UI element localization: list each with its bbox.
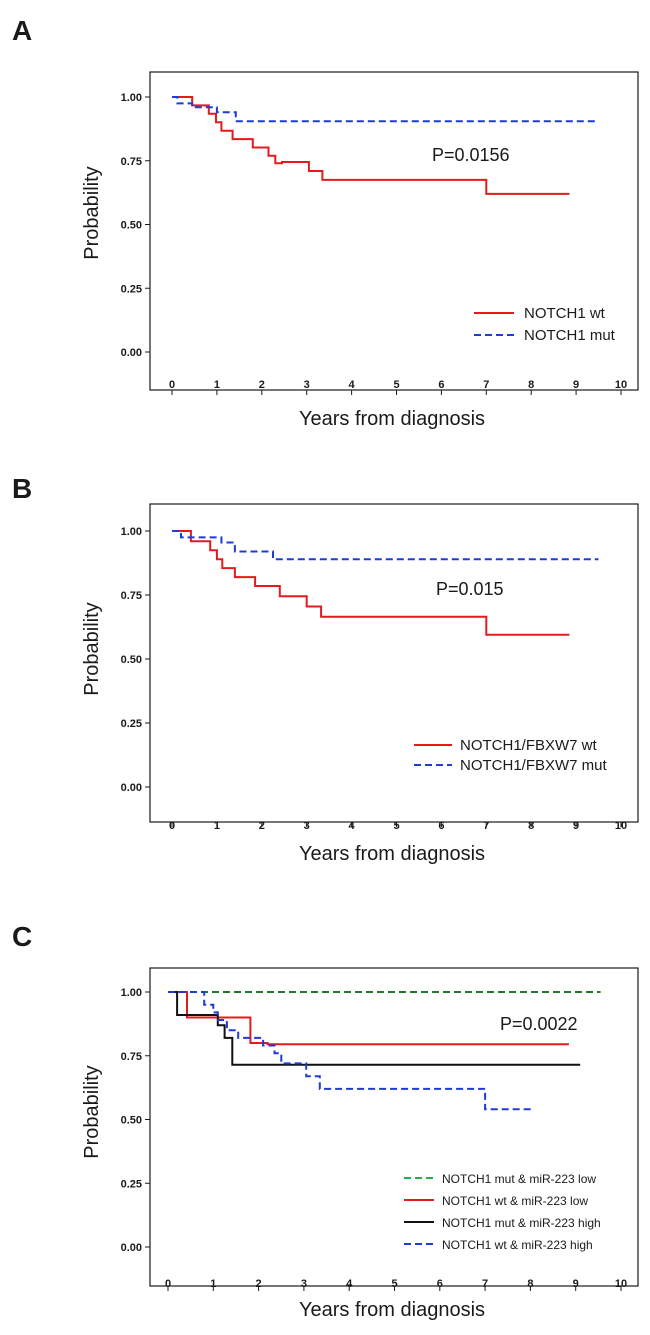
x-tick-label: 2 [259, 820, 265, 832]
y-tick-label: 1.00 [121, 987, 142, 999]
x-tick-label: 9 [573, 1278, 579, 1290]
x-tick-label: 3 [304, 820, 310, 832]
legend-label: NOTCH1/FBXW7 wt [460, 737, 598, 754]
x-tick-label: 2 [259, 379, 265, 391]
x-tick-label: 9 [573, 379, 579, 391]
y-tick-label: 0.00 [121, 782, 142, 794]
legend-label: NOTCH1 mut & miR-223 low [442, 1172, 596, 1186]
y-axis-title: Probability [81, 166, 103, 259]
x-tick-label: 10 [615, 379, 627, 391]
x-tick-label: 8 [527, 1278, 533, 1290]
x-tick-label: 1 [214, 379, 220, 391]
legend-label: NOTCH1 wt & miR-223 low [442, 1194, 588, 1208]
legend-label: NOTCH1 mut & miR-223 high [442, 1216, 601, 1230]
y-tick-label: 0.25 [121, 1178, 142, 1190]
legend-label: NOTCH1/FBXW7 mut [460, 757, 608, 774]
x-tick-label: 3 [304, 379, 310, 391]
survival-curve-3 [168, 991, 533, 1111]
y-tick-label: 0.25 [121, 718, 142, 730]
x-tick-label: 8 [528, 820, 534, 832]
y-tick-label: 0.50 [121, 654, 142, 666]
x-tick-label: 10 [615, 1278, 627, 1290]
survival-curve-2 [168, 991, 581, 1066]
x-tick-label: 9 [573, 820, 579, 832]
p-value-annotation: P=0.0022 [500, 1014, 578, 1034]
x-tick-label: 0 [169, 379, 175, 391]
y-tick-label: 0.75 [121, 1051, 142, 1063]
panel-a: A 0 1 2 3 4 5 6 7 8 9 10 0.00 0.25 0.50 0.75 1.00 Years f… [12, 15, 639, 430]
x-tick-label: 0 [165, 1278, 171, 1290]
x-axis-title: Years from diagnosis [299, 408, 485, 430]
plot-frame [149, 503, 639, 823]
survival-curve-0 [172, 96, 570, 195]
x-tick-label: 5 [391, 1278, 397, 1290]
x-tick-label: 1 [214, 820, 220, 832]
x-tick-label: 1 [210, 1278, 216, 1290]
y-tick-label: 0.25 [121, 283, 142, 295]
x-tick-label: 4 [346, 1278, 353, 1290]
x-tick-label: 7 [482, 1278, 488, 1290]
y-tick-label: 0.75 [121, 156, 142, 168]
survival-curve-1 [172, 530, 599, 561]
panel-c: C 0 1 2 3 4 5 6 7 8 9 10 0.00 0.25 0.50 0.75 1.00 Years f… [12, 921, 639, 1321]
x-tick-label: 5 [393, 820, 399, 832]
x-tick-label: 5 [393, 379, 399, 391]
survival-curve-1 [172, 96, 599, 123]
x-tick-label: 7 [483, 379, 489, 391]
x-axis-title: Years from diagnosis [299, 1299, 485, 1321]
panel-letter: A [12, 15, 32, 46]
y-tick-label: 1.00 [121, 526, 142, 538]
y-tick-label: 0.75 [121, 590, 142, 602]
y-tick-label: 0.00 [121, 1242, 142, 1254]
x-tick-label: 6 [438, 379, 444, 391]
legend-label: NOTCH1 wt & miR-223 high [442, 1238, 593, 1252]
y-axis-title: Probability [81, 1065, 103, 1158]
y-tick-label: 1.00 [121, 92, 142, 104]
survival-curve-1 [168, 991, 569, 1046]
x-tick-label: 7 [483, 820, 489, 832]
p-value-annotation: P=0.015 [436, 579, 504, 599]
p-value-annotation: P=0.0156 [432, 145, 510, 165]
y-tick-label: 0.50 [121, 220, 142, 232]
x-tick-label: 2 [256, 1278, 262, 1290]
plot-frame [149, 71, 639, 391]
x-tick-label: 6 [438, 820, 444, 832]
panel-b: B 0 1 2 3 4 5 6 7 8 9 10 0.00 0.25 0.50 0.75 1.00 Years f… [12, 473, 639, 865]
y-tick-label: 0.50 [121, 1115, 142, 1127]
y-axis-title: Probability [81, 602, 103, 695]
y-tick-label: 0.00 [121, 347, 142, 359]
x-tick-label: 4 [349, 820, 356, 832]
x-tick-label: 0 [169, 820, 175, 832]
x-tick-label: 8 [528, 379, 534, 391]
x-tick-label: 6 [437, 1278, 443, 1290]
x-tick-label: 3 [301, 1278, 307, 1290]
x-tick-label: 10 [615, 820, 627, 832]
legend-label: NOTCH1 mut [524, 327, 616, 344]
x-axis-title: Years from diagnosis [299, 843, 485, 865]
x-tick-label: 4 [349, 379, 356, 391]
panel-letter: C [12, 921, 32, 952]
panel-letter: B [12, 473, 32, 504]
survival-curve-0 [172, 530, 570, 636]
legend-label: NOTCH1 wt [524, 305, 606, 322]
